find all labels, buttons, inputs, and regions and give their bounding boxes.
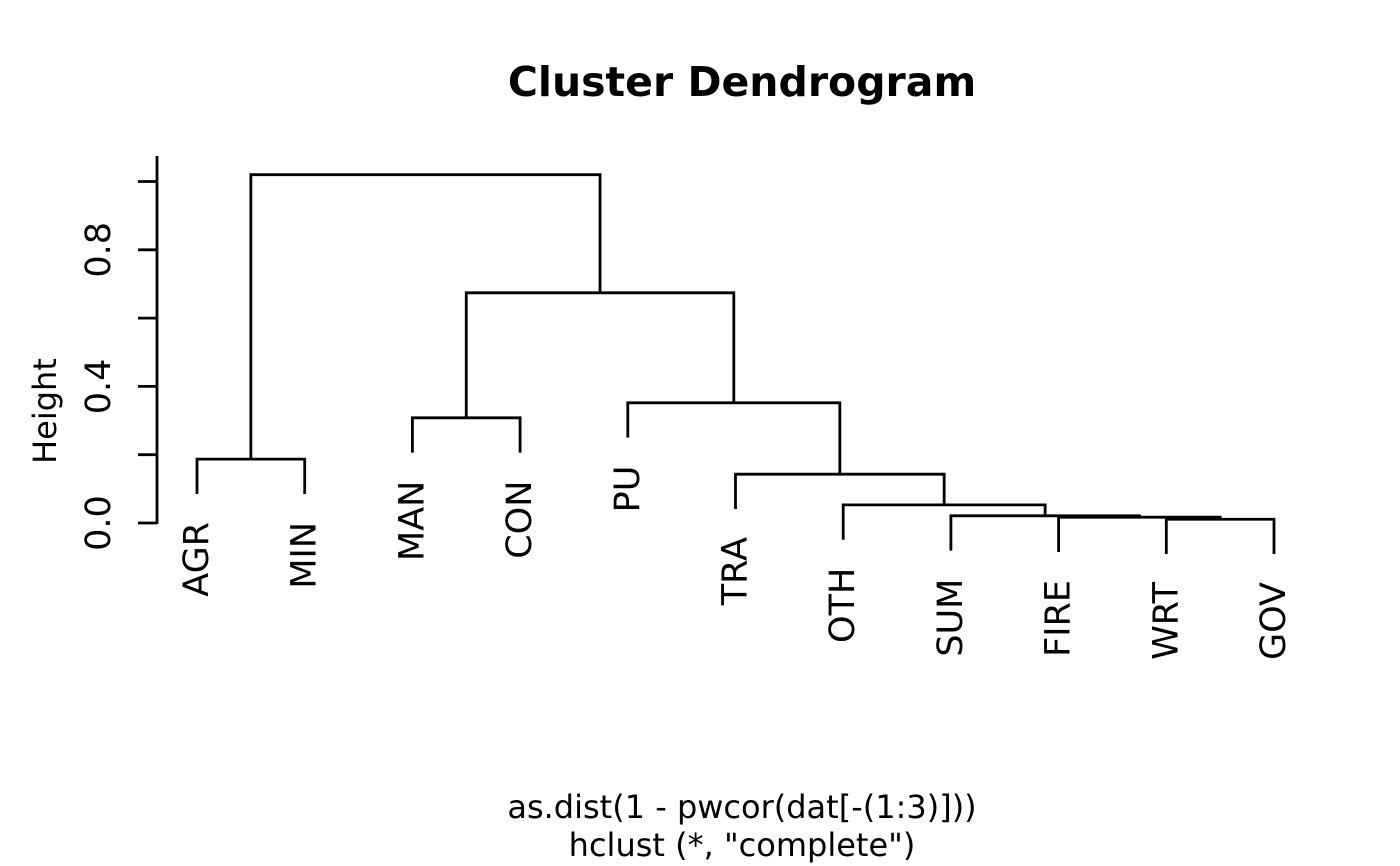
leaf-label-sum: SUM xyxy=(931,579,971,657)
leaf-label-oth: OTH xyxy=(823,568,863,643)
y-axis-tick-label: 0.0 xyxy=(79,495,119,551)
x-caption-line-1: as.dist(1 - pwcor(dat[-(1:3)])) xyxy=(507,788,976,826)
chart-title: Cluster Dendrogram xyxy=(508,58,976,106)
dendrogram-tree xyxy=(195,173,1276,555)
y-axis: 0.0 0.4 0.8 xyxy=(79,156,159,551)
leaf-label-tra: TRA xyxy=(716,537,756,606)
y-axis-tick-label: 0.8 xyxy=(79,222,119,278)
dendrogram-link xyxy=(464,291,736,418)
y-axis-title: Height xyxy=(26,358,64,464)
dendrogram-link xyxy=(1164,517,1276,555)
dendrogram-link xyxy=(626,401,842,475)
dendrogram-link xyxy=(841,503,1047,540)
leaf-label-fire: FIRE xyxy=(1039,580,1079,657)
leaf-labels: AGR MIN MAN CON PU TRA OTH SUM FIRE WRT GOV xyxy=(177,466,1294,660)
dendrogram-link xyxy=(949,514,1141,551)
dendrogram-link xyxy=(249,173,602,460)
dendrogram-link xyxy=(1057,515,1222,552)
leaf-label-gov: GOV xyxy=(1254,582,1294,660)
leaf-label-wrt: WRT xyxy=(1146,581,1186,659)
x-caption-line-2: hclust (*, "complete") xyxy=(569,826,916,864)
leaf-label-agr: AGR xyxy=(177,522,217,597)
dendrogram-link xyxy=(411,416,522,453)
leaf-label-min: MIN xyxy=(285,522,325,589)
leaf-label-man: MAN xyxy=(392,481,432,561)
y-axis-tick-label: 0.4 xyxy=(79,359,119,415)
leaf-label-con: CON xyxy=(500,481,540,559)
leaf-label-pu: PU xyxy=(608,466,648,513)
dendrogram-link xyxy=(195,457,307,494)
